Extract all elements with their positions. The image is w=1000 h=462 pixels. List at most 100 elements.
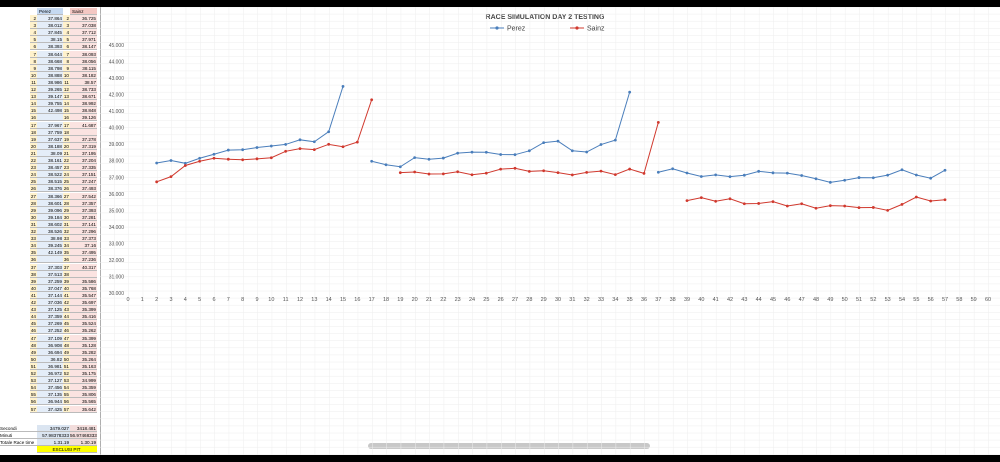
point	[556, 139, 560, 143]
point	[212, 152, 216, 156]
row-index: 52	[63, 370, 70, 377]
sainz-cell: 37.393	[70, 206, 97, 214]
point	[370, 159, 374, 163]
sainz-cell: 38.115	[70, 64, 97, 72]
row-index: 37	[63, 263, 70, 271]
perez-cell: 37.252	[37, 327, 63, 335]
scrollbar[interactable]	[368, 443, 650, 449]
row-index: 57	[30, 405, 37, 413]
point	[212, 156, 216, 160]
row-index: 11	[30, 78, 37, 86]
spreadsheet: Perez Sainz 2 37.864 2 36.725 3 38.012 3 37.038 4 3…	[0, 7, 101, 455]
row-index: 32	[30, 228, 37, 235]
row-index: 16	[63, 114, 70, 122]
row-index: 48	[63, 341, 70, 349]
perez-cell: 38.15	[37, 36, 63, 44]
sainz-cell: 35.282	[70, 348, 97, 356]
point	[155, 161, 159, 165]
sainz-cell: 35.262	[70, 327, 97, 335]
x-tick-label: 48	[813, 297, 819, 303]
point	[269, 144, 273, 148]
row-index: 39	[30, 277, 37, 285]
point	[714, 173, 718, 177]
x-tick-label: 40	[698, 297, 704, 303]
row-index: 54	[63, 384, 70, 392]
point	[914, 195, 918, 199]
perez-cell	[37, 114, 63, 122]
sainz-cell: 34.999	[70, 377, 97, 385]
perez-cell: 39.147	[37, 93, 63, 101]
row-index: 16	[30, 114, 37, 122]
point	[298, 138, 302, 142]
point	[742, 173, 746, 177]
point	[470, 173, 474, 177]
point	[513, 153, 517, 157]
row-index: 20	[63, 142, 70, 150]
perez-cell: 38.515	[37, 178, 63, 186]
sainz-cell: 35.399	[70, 334, 97, 342]
point	[814, 177, 818, 181]
summary-label: Secondi	[0, 425, 37, 432]
sainz-cell: 37.151	[70, 171, 97, 179]
x-tick-label: 60	[985, 297, 991, 303]
sainz-cell: 35.565	[70, 398, 97, 406]
perez-cell: 38.376	[37, 185, 63, 193]
x-tick-label: 41	[713, 297, 719, 303]
row-index: 43	[30, 306, 37, 314]
chart: RACE SIMULATION DAY 2 TESTING 30.000 31.0…	[100, 7, 1000, 455]
point	[900, 168, 904, 172]
point	[728, 197, 732, 201]
x-tick-label: 39	[684, 297, 690, 303]
sainz-cell: 38.57	[70, 78, 97, 86]
row-index: 15	[30, 107, 37, 115]
y-tick-label: 43.000	[109, 76, 125, 82]
x-tick-label: 57	[942, 297, 948, 303]
row-index: 21	[63, 149, 70, 157]
row-index: 46	[63, 327, 70, 335]
y-tick-label: 32.000	[109, 258, 125, 264]
x-tick-label: 50	[842, 297, 848, 303]
point	[800, 174, 804, 177]
row-index: 24	[30, 171, 37, 179]
sainz-cell: 37.038	[70, 22, 97, 30]
summary-value: 57.98378333	[37, 432, 70, 439]
sainz-cell: 38.147	[70, 43, 97, 51]
sainz-cell: 35.264	[70, 355, 97, 363]
sainz-cell: 37.335	[70, 164, 97, 172]
point	[656, 170, 660, 174]
point	[398, 165, 402, 169]
row-index: 57	[63, 405, 70, 413]
point	[785, 171, 789, 175]
row-index: 40	[63, 284, 70, 292]
row-index: 2	[30, 15, 37, 22]
x-tick-label: 17	[369, 297, 375, 303]
row-index: 38	[63, 270, 70, 278]
x-tick-label: 42	[727, 297, 733, 303]
row-index: 27	[30, 192, 37, 200]
perez-cell: 37.759	[37, 128, 63, 136]
point	[255, 146, 259, 149]
perez-cell: 36.908	[37, 341, 63, 349]
sainz-cell: 40.317	[70, 263, 97, 271]
y-tick-label: 38.000	[109, 159, 125, 165]
legend-marker	[575, 26, 579, 30]
perez-cell: 37.425	[37, 405, 63, 413]
row-index: 42	[30, 299, 37, 306]
row-index: 31	[63, 220, 70, 228]
sainz-cell: 37.971	[70, 36, 97, 44]
sainz-cell: 37.493	[70, 185, 97, 193]
row-index: 3	[63, 22, 70, 30]
perez-cell: 38.668	[37, 57, 63, 65]
perez-cell: 38.393	[37, 43, 63, 51]
row-index: 30	[63, 213, 70, 221]
point	[198, 156, 202, 160]
row-index: 25	[63, 178, 70, 186]
perez-cell: 37.864	[37, 15, 63, 22]
note: ESCLUSI PIT	[37, 446, 97, 453]
bottom-bar	[0, 455, 1000, 462]
point	[699, 175, 703, 178]
perez-cell: 36.82	[37, 355, 63, 363]
sainz-cell: 37.204	[70, 157, 97, 164]
point	[269, 156, 273, 160]
row-index: 49	[30, 348, 37, 356]
